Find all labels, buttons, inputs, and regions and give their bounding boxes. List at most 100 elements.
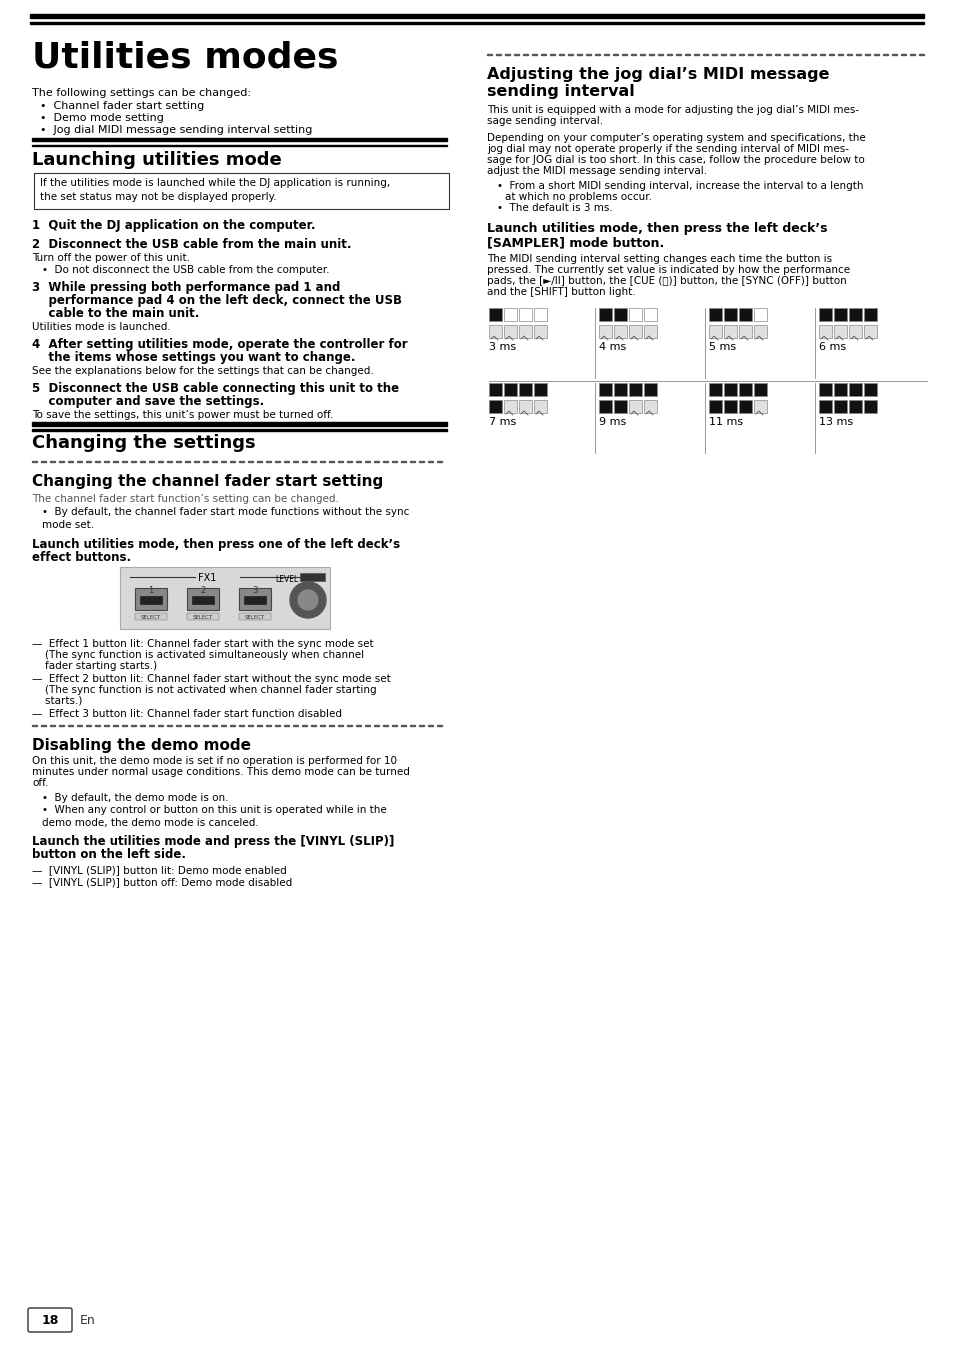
Text: Depending on your computer’s operating system and specifications, the: Depending on your computer’s operating s… xyxy=(486,133,864,143)
Text: 2  Disconnect the USB cable from the main unit.: 2 Disconnect the USB cable from the main… xyxy=(32,239,351,251)
Bar xyxy=(30,13,923,18)
Text: Disabling the demo mode: Disabling the demo mode xyxy=(32,737,251,754)
Text: •  Do not disconnect the USB cable from the computer.: • Do not disconnect the USB cable from t… xyxy=(42,266,329,275)
Bar xyxy=(833,325,846,338)
Text: Utilities modes: Utilities modes xyxy=(32,40,338,74)
Bar xyxy=(723,325,737,338)
Text: and the [SHIFT] button light.: and the [SHIFT] button light. xyxy=(486,287,635,297)
Bar xyxy=(739,307,751,321)
Text: 1: 1 xyxy=(149,586,153,594)
Bar xyxy=(299,573,325,581)
Text: (The sync function is not activated when channel fader starting: (The sync function is not activated when… xyxy=(32,685,376,696)
Bar xyxy=(32,422,447,426)
Text: the items whose settings you want to change.: the items whose settings you want to cha… xyxy=(32,350,355,364)
Text: 3 ms: 3 ms xyxy=(489,342,516,352)
Bar xyxy=(120,568,330,630)
Text: The channel fader start function’s setting can be changed.: The channel fader start function’s setti… xyxy=(32,493,338,504)
Circle shape xyxy=(290,582,326,617)
Bar xyxy=(614,325,626,338)
Bar xyxy=(503,325,517,338)
Text: performance pad 4 on the left deck, connect the USB: performance pad 4 on the left deck, conn… xyxy=(32,294,401,307)
Text: This unit is equipped with a mode for adjusting the jog dial’s MIDI mes-: This unit is equipped with a mode for ad… xyxy=(486,105,859,115)
Text: Changing the channel fader start setting: Changing the channel fader start setting xyxy=(32,474,383,489)
Bar xyxy=(489,383,501,396)
Bar xyxy=(489,400,501,412)
Bar xyxy=(848,307,862,321)
Bar xyxy=(244,596,266,604)
Text: —  [VINYL (SLIP)] button off: Demo mode disabled: — [VINYL (SLIP)] button off: Demo mode d… xyxy=(32,878,292,887)
Text: Launching utilities mode: Launching utilities mode xyxy=(32,151,281,168)
Bar xyxy=(534,400,546,412)
Bar xyxy=(628,383,641,396)
Text: pads, the [►/II] button, the [CUE (⏮)] button, the [SYNC (OFF)] button: pads, the [►/II] button, the [CUE (⏮)] b… xyxy=(486,276,846,286)
Bar xyxy=(753,383,766,396)
Text: •  When any control or button on this unit is operated while in the
demo mode, t: • When any control or button on this uni… xyxy=(42,805,386,828)
Bar xyxy=(489,307,501,321)
Bar xyxy=(708,383,721,396)
Text: En: En xyxy=(80,1313,95,1326)
Text: pressed. The currently set value is indicated by how the performance: pressed. The currently set value is indi… xyxy=(486,266,849,275)
Bar xyxy=(489,325,501,338)
Text: Launch utilities mode, then press one of the left deck’s: Launch utilities mode, then press one of… xyxy=(32,538,399,551)
Text: Launch utilities mode, then press the left deck’s: Launch utilities mode, then press the le… xyxy=(486,222,826,235)
Text: •  By default, the demo mode is on.: • By default, the demo mode is on. xyxy=(42,793,229,803)
Bar xyxy=(614,383,626,396)
Text: To save the settings, this unit’s power must be turned off.: To save the settings, this unit’s power … xyxy=(32,410,333,421)
Bar xyxy=(614,307,626,321)
Bar xyxy=(239,588,271,611)
Bar xyxy=(753,325,766,338)
Bar xyxy=(187,613,219,620)
Bar xyxy=(643,383,657,396)
Bar xyxy=(723,400,737,412)
Text: 4  After setting utilities mode, operate the controller for: 4 After setting utilities mode, operate … xyxy=(32,338,407,350)
Bar xyxy=(628,307,641,321)
Text: SELECT: SELECT xyxy=(193,615,213,620)
Bar xyxy=(518,325,532,338)
Bar xyxy=(34,173,449,209)
Bar xyxy=(534,383,546,396)
Text: The following settings can be changed:: The following settings can be changed: xyxy=(32,88,251,98)
Bar xyxy=(863,383,876,396)
Text: •  Jog dial MIDI message sending interval setting: • Jog dial MIDI message sending interval… xyxy=(40,125,312,135)
Bar xyxy=(863,325,876,338)
Bar xyxy=(753,400,766,412)
Bar xyxy=(818,383,831,396)
Text: sage sending interval.: sage sending interval. xyxy=(486,116,602,125)
Bar xyxy=(643,307,657,321)
Text: [SAMPLER] mode button.: [SAMPLER] mode button. xyxy=(486,236,663,249)
Bar xyxy=(140,596,162,604)
Bar xyxy=(192,596,213,604)
Text: Utilities mode is launched.: Utilities mode is launched. xyxy=(32,322,171,332)
Text: —  Effect 1 button lit: Channel fader start with the sync mode set: — Effect 1 button lit: Channel fader sta… xyxy=(32,639,374,648)
Bar xyxy=(503,307,517,321)
Bar xyxy=(628,400,641,412)
Text: SELECT: SELECT xyxy=(141,615,161,620)
Bar xyxy=(32,137,447,142)
Text: 1  Quit the DJ application on the computer.: 1 Quit the DJ application on the compute… xyxy=(32,218,315,232)
Bar xyxy=(135,588,167,611)
Text: SELECT: SELECT xyxy=(245,615,265,620)
Bar xyxy=(32,430,447,431)
Text: 13 ms: 13 ms xyxy=(818,417,852,427)
Bar xyxy=(753,307,766,321)
Bar xyxy=(833,383,846,396)
Text: The MIDI sending interval setting changes each time the button is: The MIDI sending interval setting change… xyxy=(486,253,831,264)
Text: See the explanations below for the settings that can be changed.: See the explanations below for the setti… xyxy=(32,367,374,376)
Text: cable to the main unit.: cable to the main unit. xyxy=(32,307,199,319)
FancyBboxPatch shape xyxy=(28,1308,71,1332)
Text: 18: 18 xyxy=(41,1313,59,1326)
Bar xyxy=(723,307,737,321)
Text: Launch the utilities mode and press the [VINYL (SLIP)]: Launch the utilities mode and press the … xyxy=(32,834,394,848)
Bar xyxy=(628,325,641,338)
Bar xyxy=(708,307,721,321)
Text: adjust the MIDI message sending interval.: adjust the MIDI message sending interval… xyxy=(486,166,706,177)
Bar xyxy=(708,325,721,338)
Text: 7 ms: 7 ms xyxy=(489,417,516,427)
Bar xyxy=(30,22,923,24)
Text: 6 ms: 6 ms xyxy=(818,342,845,352)
Bar xyxy=(739,400,751,412)
Text: •  Channel fader start setting: • Channel fader start setting xyxy=(40,101,204,111)
Text: 11 ms: 11 ms xyxy=(708,417,742,427)
Text: If the utilities mode is launched while the DJ application is running,
the set s: If the utilities mode is launched while … xyxy=(40,178,390,202)
Bar xyxy=(503,383,517,396)
